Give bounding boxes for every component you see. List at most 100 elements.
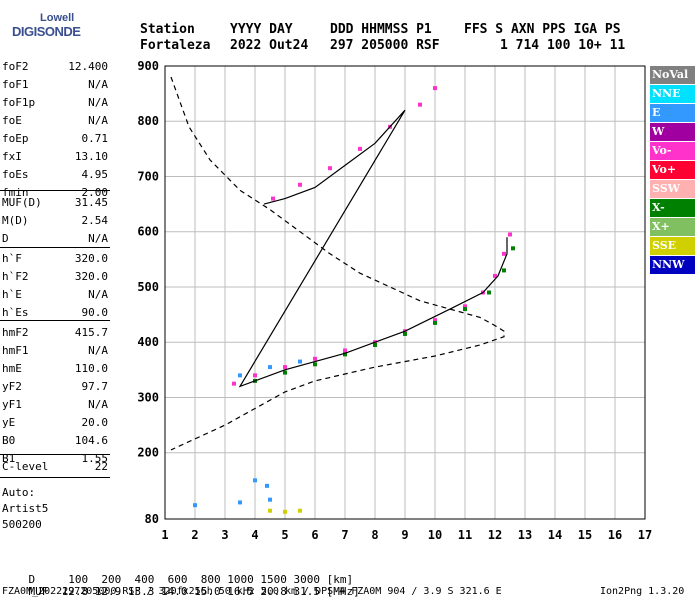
legend-item: X+ [650,218,695,236]
param-value: 110.0 [74,362,108,375]
param-name: yE [2,416,16,429]
footer-d-value: 100 [68,573,89,586]
chart-grid [164,65,646,520]
footer-d-value: 600 [167,573,188,586]
footer-d-value: 800 [200,573,221,586]
header-date-value: 2022 Out24 [230,38,309,53]
x-tick-label: 17 [638,528,652,542]
separator-line [0,190,110,191]
data-point [313,362,317,367]
logo-digisonde-text: DIGISONDE [12,24,81,39]
param-name: hmF2 [2,326,29,339]
param-value: N/A [88,232,108,245]
data-point [463,304,467,309]
legend-item: SSE [650,237,695,255]
param-row: hmE 110.0 [2,362,108,380]
param-value: N/A [88,114,108,127]
footer-d-value: 1500 [260,573,287,586]
footer-muf-value: 13.3 [127,585,155,598]
y-tick-label: 200 [137,446,159,460]
param-name: fmin [2,186,29,199]
separator-line [0,454,110,455]
legend-item: W [650,123,695,141]
param-name: foEs [2,168,29,181]
param-name: MUF(D) [2,196,42,209]
param-row: foF1p N/A [2,96,108,114]
header-settings-value: 1 714 100 10+ 11 [500,38,626,53]
param-row: h`F 320.0 [2,252,108,270]
x-tick-label: 2 [191,528,198,542]
param-name: h`Es [2,306,29,319]
param-value: 12.400 [68,60,108,73]
data-point [463,307,467,312]
header-station-value: Fortaleza [140,38,211,53]
param-row: foF1 N/A [2,78,108,96]
footer-muf-value: 14.0 [161,585,188,598]
legend-item: Vo- [650,142,695,160]
x-tick-label: 5 [281,528,288,542]
chart-ticks: 1 2 3 4 5 6 7 8 9 10 11 12 13 14 15 16 17802003004005006… [137,59,652,542]
data-point [508,232,512,237]
param-value: 320.0 [74,270,108,283]
data-point [298,359,302,364]
param-name: yF1 [2,398,22,411]
legend-item: SSW [650,180,695,198]
param-value: 31.45 [74,196,108,209]
ionogram-chart: 1 2 3 4 5 6 7 8 9 10 11 12 13 14 15 16 17802003004005006… [137,59,652,542]
footer-info: FZA0M_2022297205000.RSF / 320fx256h 50 k… [2,586,502,597]
data-point [418,102,422,107]
data-point [238,500,242,505]
footer-software: Ion2Png 1.3.20 [600,586,685,597]
x-tick-label: 3 [221,528,228,542]
footer-d-value: 3000 [293,573,321,586]
param-name: C-level [2,460,49,473]
param-row: yF1 N/A [2,398,108,416]
x-tick-label: 7 [341,528,348,542]
y-tick-label: 600 [137,225,159,239]
plot-frame [164,65,646,520]
param-name: foF2 [2,60,29,73]
x-tick-label: 13 [518,528,532,542]
param-name: foF1p [2,96,36,109]
param-name: hmF1 [2,344,29,357]
footer-muf-value: 31.5 [293,585,321,598]
data-point [253,478,257,483]
param-name: D [2,232,9,245]
footer-muf-value: 12.9 [94,585,122,598]
footer-muf-row: MUF 12.8 12.9 13.3 14.0 15.0 16.5 20.8 3… [2,572,360,611]
footer-muf-value: 16.5 [227,585,254,598]
param-value: 0.71 [81,132,109,145]
param-name: B1 [2,452,16,465]
data-point [283,370,287,375]
param-value: 20.0 [81,416,109,429]
autoscaling-code: 500200 [2,518,42,531]
logo-lowell-text: Lowell [40,12,75,24]
data-point [343,352,347,357]
x-tick-label: 16 [608,528,622,542]
data-point [298,508,302,513]
data-point [268,365,272,370]
header-station-label: Station [140,22,195,37]
param-row: hmF1 N/A [2,344,108,362]
data-point [238,373,242,378]
x-tick-label: 12 [488,528,502,542]
x-tick-label: 11 [458,528,472,542]
separator-line [0,247,110,248]
param-name: h`F [2,252,22,265]
footer-muf-value: 20.8 [260,585,287,598]
param-row: foF2 12.400 [2,60,108,78]
footer-muf-label: MUF [28,585,49,598]
x-tick-label: 1 [161,528,168,542]
legend-item: E [650,104,695,122]
data-point [433,86,437,91]
param-value: 2.54 [81,214,109,227]
param-row: h`E N/A [2,288,108,306]
legend-item: X- [650,199,695,217]
param-name: fxI [2,150,22,163]
param-row: C-level 22 [2,460,108,478]
y-tick-label: 500 [137,280,159,294]
data-point [433,318,437,323]
x-tick-label: 14 [548,528,562,542]
param-row: MUF(D) 31.45 [2,196,108,214]
footer-d-value: 400 [134,573,155,586]
